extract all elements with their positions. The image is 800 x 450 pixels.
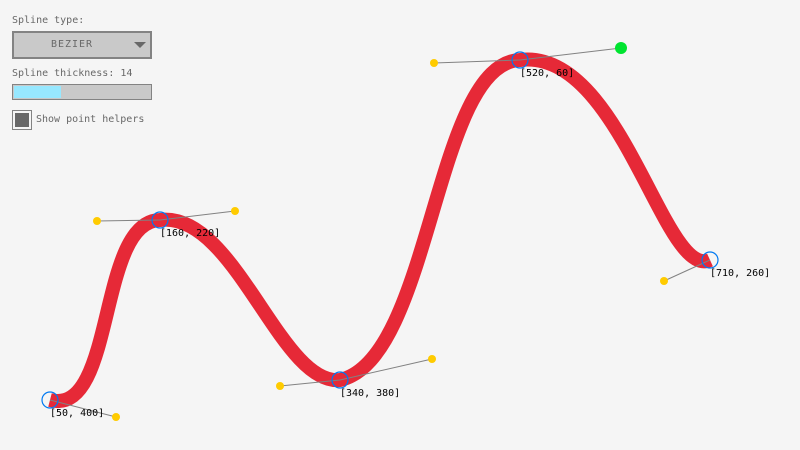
- show-helpers-checkbox[interactable]: [12, 110, 32, 130]
- chevron-down-icon: [134, 42, 146, 48]
- spline-point[interactable]: [151, 211, 169, 229]
- point-coordinate-label: [520, 60]: [520, 68, 575, 79]
- point-coordinate-label: [710, 260]: [710, 268, 771, 279]
- point-coordinate-label: [50, 400]: [50, 408, 105, 419]
- spline-point[interactable]: [41, 391, 59, 409]
- spline-curve: [48, 52, 713, 408]
- helper-line: [49, 399, 117, 418]
- helper-line: [159, 210, 236, 221]
- control-handle[interactable]: [615, 42, 627, 54]
- checkbox-check-mark: [15, 113, 29, 127]
- helper-line: [339, 358, 433, 381]
- control-handle[interactable]: [112, 413, 120, 421]
- control-handle[interactable]: [231, 207, 239, 215]
- control-handle[interactable]: [276, 382, 284, 390]
- point-coordinate-label: [340, 380]: [340, 388, 401, 399]
- spline-type-dropdown[interactable]: BEZIER: [12, 31, 152, 59]
- show-helpers-label[interactable]: Show point helpers: [36, 114, 145, 125]
- control-handle[interactable]: [93, 217, 101, 225]
- helper-line: [279, 379, 341, 387]
- spline-point[interactable]: [701, 251, 719, 269]
- point-coordinate-label: [160, 220]: [160, 228, 221, 239]
- helper-line: [96, 219, 161, 222]
- spline-point[interactable]: [511, 51, 529, 69]
- spline-type-value: BEZIER: [50, 39, 94, 50]
- slider-fill: [14, 86, 61, 98]
- control-handle[interactable]: [430, 59, 438, 67]
- helper-line: [433, 59, 521, 64]
- control-handle[interactable]: [428, 355, 436, 363]
- control-handle[interactable]: [660, 277, 668, 285]
- spline-type-label: Spline type:: [12, 15, 85, 26]
- spline-point[interactable]: [331, 371, 349, 389]
- thickness-label: Spline thickness: 14: [12, 68, 133, 79]
- thickness-slider[interactable]: [12, 84, 152, 100]
- helper-line: [519, 47, 622, 61]
